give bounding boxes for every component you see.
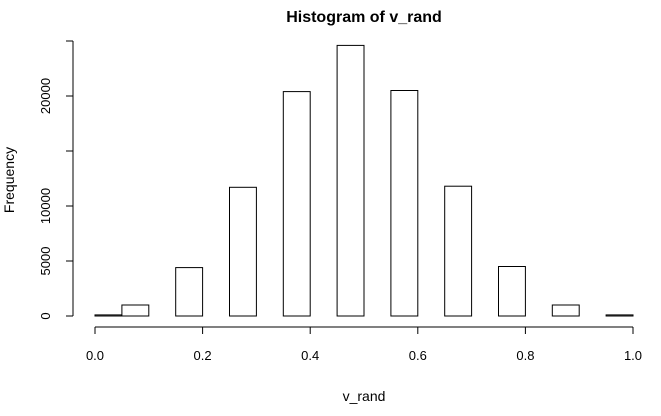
x-axis: 0.0 0.2 0.4 0.6 0.8 1.0 xyxy=(86,326,642,363)
histogram-bar xyxy=(229,186,257,317)
histogram-bar xyxy=(121,304,150,317)
histogram-bar xyxy=(605,314,634,317)
x-tick-label: 0.0 xyxy=(86,348,104,363)
y-axis-label: Frequency xyxy=(1,147,17,213)
y-tick-label: 20000 xyxy=(38,78,53,114)
histogram-bar xyxy=(444,185,473,317)
x-tick-label: 0.4 xyxy=(301,348,319,363)
histogram-bar xyxy=(498,266,526,317)
x-tick-label: 0.8 xyxy=(516,348,534,363)
x-tick-label: 0.6 xyxy=(409,348,427,363)
histogram-bar xyxy=(336,44,365,317)
y-axis: 0 5000 10000 20000 xyxy=(38,40,74,320)
x-tick-label: 1.0 xyxy=(624,348,642,363)
histogram-bar xyxy=(551,304,580,317)
y-tick-label: 5000 xyxy=(38,247,53,276)
y-tick-label: 0 xyxy=(38,312,53,319)
histogram-bars xyxy=(94,44,634,317)
x-tick-label: 0.2 xyxy=(194,348,212,363)
histogram-bar xyxy=(282,91,311,317)
y-tick-label: 10000 xyxy=(38,188,53,224)
histogram-bar xyxy=(175,267,204,317)
chart-title: Histogram of v_rand xyxy=(286,9,442,26)
x-axis-label: v_rand xyxy=(343,388,386,404)
histogram-bar xyxy=(94,314,123,317)
histogram-bar xyxy=(390,90,419,317)
